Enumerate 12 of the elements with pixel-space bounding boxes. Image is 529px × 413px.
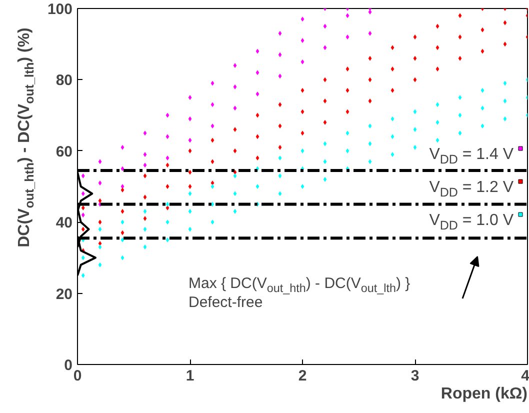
x-tick-label: 2: [298, 368, 307, 384]
annotation: Defect-free: [188, 294, 263, 311]
y-axis-title: DC(Vout_hth) - DC(Vout_lth) (%): [16, 28, 37, 248]
y-tick-label: 20: [56, 286, 73, 303]
y-tick-label: 0: [64, 357, 72, 374]
x-tick-label: 1: [186, 368, 194, 384]
y-tick-label: 100: [47, 1, 73, 18]
x-axis-title: Ropen (kΩ): [440, 386, 528, 402]
y-tick-label: 80: [56, 72, 73, 90]
y-tick-label: 40: [56, 214, 73, 232]
y-tick-label: 60: [56, 143, 73, 160]
x-tick-label: 3: [410, 368, 420, 384]
